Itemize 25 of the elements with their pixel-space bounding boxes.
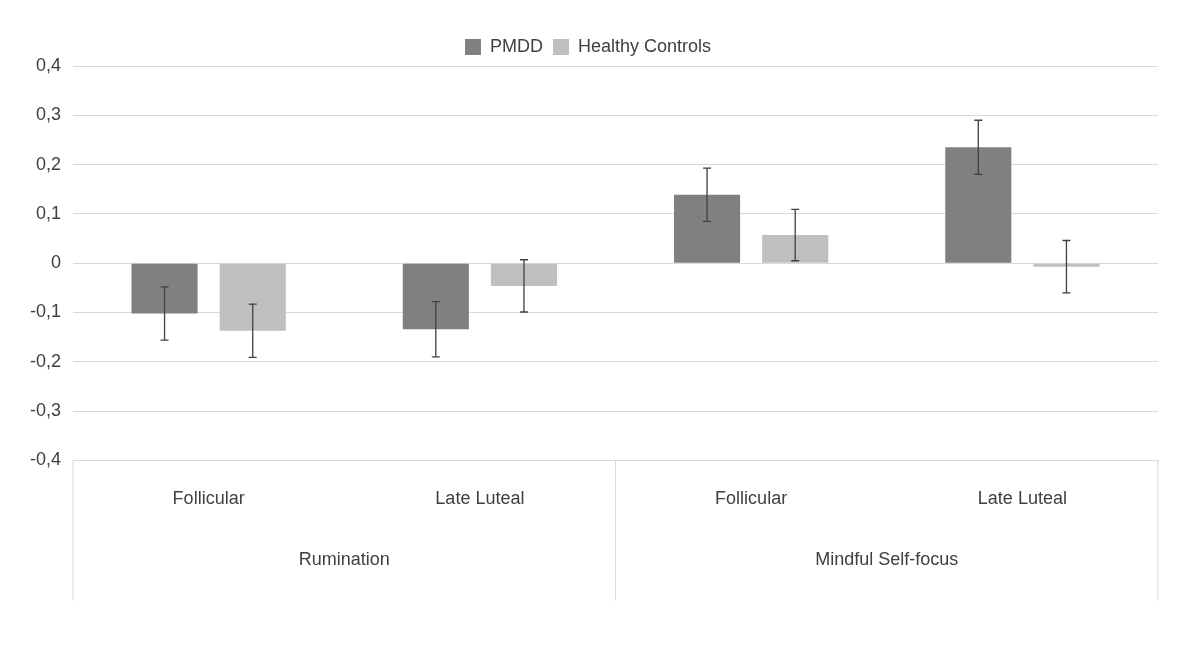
y-tick-label: -0,3 — [29, 400, 62, 421]
text: Mindful Self-focus — [815, 549, 959, 570]
y-tick-label: 0,1 — [35, 202, 62, 223]
bar — [490, 263, 558, 286]
text: Rumination — [298, 549, 390, 570]
y-tick-label: -0,2 — [29, 350, 62, 371]
y-tick-label: 0 — [51, 252, 62, 273]
bar — [402, 263, 469, 330]
x-tick-label: Late Luteal — [977, 488, 1067, 509]
bar — [762, 235, 829, 263]
y-tick-label: 0,3 — [35, 104, 62, 125]
x-tick-label: Follicular — [172, 488, 245, 509]
x-tick-label: Follicular — [715, 488, 788, 509]
x-tick-label: Late Luteal — [435, 488, 525, 509]
y-tick-label: -0,4 — [29, 449, 62, 470]
bar — [945, 147, 1012, 263]
bar — [674, 194, 741, 263]
bar — [131, 263, 198, 314]
bar — [219, 263, 286, 331]
y-tick-label: 0,2 — [35, 153, 62, 174]
y-tick-label: -0,1 — [29, 301, 62, 322]
y-tick-label: 0,4 — [35, 54, 62, 75]
legend-label: PMDD — [489, 35, 543, 56]
legend-label: Healthy Controls — [577, 35, 712, 56]
bar — [1033, 263, 1100, 267]
